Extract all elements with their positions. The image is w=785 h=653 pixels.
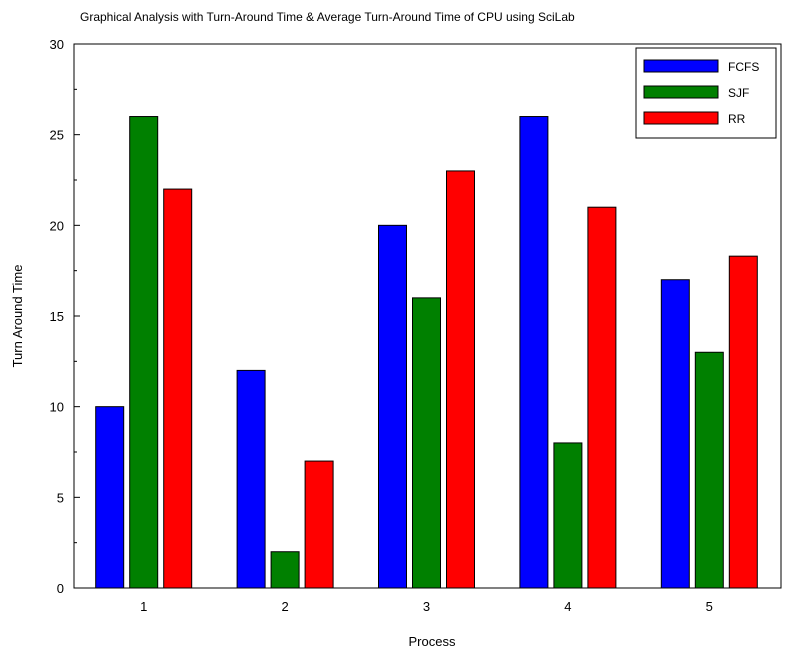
bar-sjf-process-1 — [129, 116, 159, 589]
y-tick-label: 15 — [50, 309, 64, 324]
chart-title: Graphical Analysis with Turn-Around Time… — [80, 10, 575, 24]
bar-rr-process-3 — [446, 170, 475, 589]
bar-sjf-process-3 — [412, 297, 441, 589]
bar-rr-process-1 — [163, 188, 193, 589]
bar-rr-process-4 — [587, 206, 617, 589]
y-tick-label: 25 — [50, 128, 64, 143]
x-tick-label: 3 — [423, 599, 430, 614]
bar-fcfs-process-3 — [378, 224, 407, 589]
bar-sjf-process-2 — [270, 551, 300, 589]
x-tick-label: 4 — [564, 599, 571, 614]
y-tick-label: 20 — [50, 218, 64, 233]
y-tick-label: 5 — [57, 490, 64, 505]
legend-swatch-fcfs — [643, 59, 719, 73]
bar-sjf-process-5 — [694, 351, 724, 589]
x-axis-label: Process — [409, 634, 456, 649]
bar-fcfs-process-4 — [519, 116, 549, 589]
bars-group — [95, 116, 758, 589]
legend-swatch-rr — [643, 111, 719, 125]
bar-sjf-process-4 — [553, 442, 583, 589]
legend-label-sjf: SJF — [728, 86, 749, 100]
legend-label-rr: RR — [728, 112, 746, 126]
y-tick-label: 30 — [50, 37, 64, 52]
bar-rr-process-5 — [728, 255, 758, 589]
chart-legend: FCFS SJF RR — [635, 47, 777, 139]
y-axis-label: Turn Around Time — [10, 265, 25, 368]
x-tick-label: 1 — [140, 599, 147, 614]
bar-rr-process-2 — [304, 460, 334, 589]
y-axis-ticks: 0 5 10 15 20 25 30 — [50, 37, 80, 596]
y-tick-label: 10 — [50, 400, 64, 415]
x-tick-label: 2 — [281, 599, 288, 614]
bar-fcfs-process-1 — [95, 406, 125, 589]
bar-fcfs-process-2 — [236, 369, 266, 589]
legend-label-fcfs: FCFS — [728, 60, 759, 74]
x-tick-label: 5 — [706, 599, 713, 614]
legend-swatch-sjf — [643, 85, 719, 99]
y-tick-label: 0 — [57, 581, 64, 596]
bar-fcfs-process-5 — [660, 279, 690, 589]
